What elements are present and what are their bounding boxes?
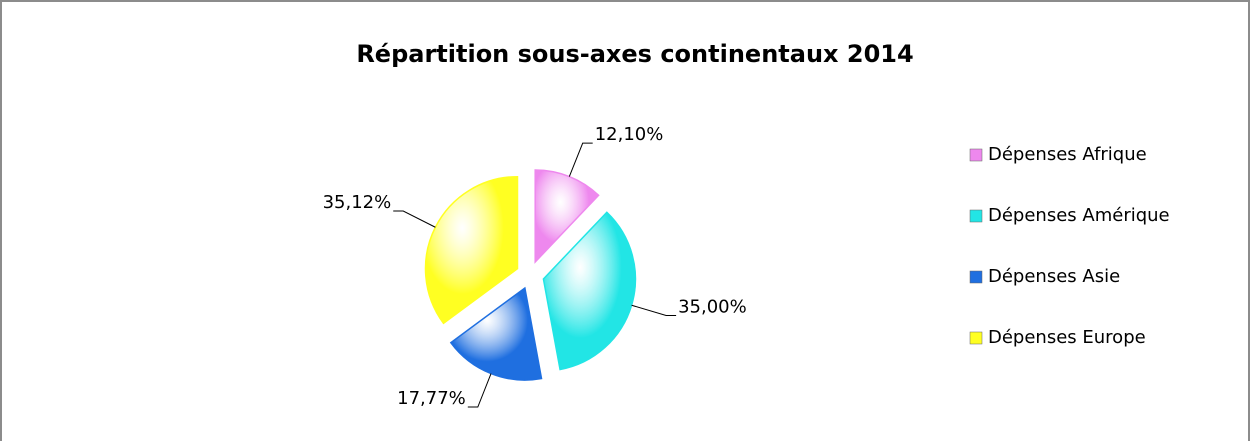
data-label: 12,10% <box>595 124 664 145</box>
chart-title: Répartition sous-axes continentaux 2014 <box>356 40 913 68</box>
pie-slice <box>449 286 543 381</box>
data-label: 35,00% <box>678 296 747 317</box>
leader-line <box>393 210 436 228</box>
leader-line <box>631 304 677 316</box>
leader-line <box>467 373 492 408</box>
legend-label: Dépenses Amérique <box>988 205 1170 226</box>
legend-label: Dépenses Europe <box>988 327 1146 348</box>
legend-swatch <box>969 148 983 162</box>
legend-label: Dépenses Afrique <box>988 144 1147 165</box>
data-label: 35,12% <box>323 192 392 213</box>
legend-swatch <box>969 270 983 284</box>
legend-swatch <box>969 209 983 223</box>
leader-line <box>568 142 593 177</box>
data-label: 17,77% <box>397 388 466 409</box>
legend-swatch <box>969 331 983 345</box>
pie-slice <box>534 169 600 264</box>
legend-label: Dépenses Asie <box>988 266 1120 287</box>
pie-slice <box>424 175 519 325</box>
